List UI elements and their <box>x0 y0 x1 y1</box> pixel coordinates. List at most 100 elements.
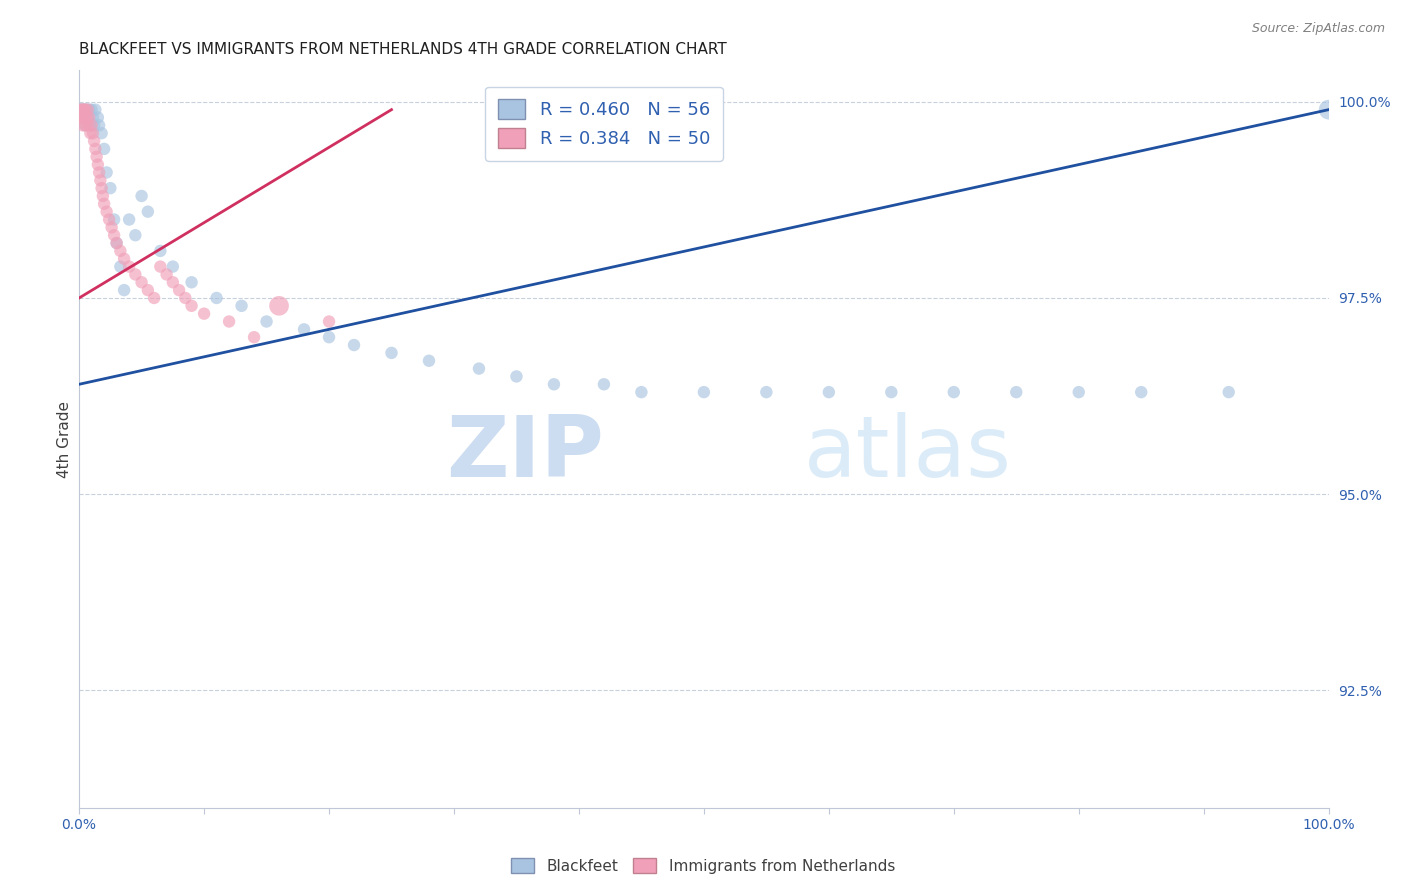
Point <box>76 111 98 125</box>
Point <box>593 377 616 392</box>
Point <box>83 134 105 148</box>
Point <box>105 235 128 250</box>
Point <box>110 244 132 258</box>
Point <box>87 165 110 179</box>
Point <box>84 142 107 156</box>
Point <box>818 385 841 400</box>
Point <box>112 283 135 297</box>
Point <box>292 322 315 336</box>
Text: BLACKFEET VS IMMIGRANTS FROM NETHERLANDS 4TH GRADE CORRELATION CHART: BLACKFEET VS IMMIGRANTS FROM NETHERLANDS… <box>79 42 727 57</box>
Point <box>180 275 202 289</box>
Point <box>543 377 565 392</box>
Point <box>75 103 97 117</box>
Point <box>1317 103 1340 117</box>
Point <box>75 119 97 133</box>
Point <box>84 103 107 117</box>
Text: Source: ZipAtlas.com: Source: ZipAtlas.com <box>1251 22 1385 36</box>
Text: atlas: atlas <box>804 412 1012 495</box>
Point <box>70 111 93 125</box>
Point <box>143 291 166 305</box>
Point <box>73 111 96 125</box>
Point <box>76 103 98 117</box>
Point <box>72 111 94 125</box>
Point <box>72 103 94 117</box>
Point <box>162 275 184 289</box>
Point <box>318 314 340 328</box>
Point <box>118 260 141 274</box>
Point <box>267 299 290 313</box>
Point <box>380 346 402 360</box>
Point <box>505 369 527 384</box>
Point <box>69 103 91 117</box>
Point <box>218 314 240 328</box>
Point <box>418 353 440 368</box>
Point <box>124 268 146 282</box>
Point <box>155 268 177 282</box>
Point <box>80 119 103 133</box>
Point <box>468 361 491 376</box>
Point <box>124 228 146 243</box>
Point <box>83 119 105 133</box>
Point <box>112 252 135 266</box>
Point <box>89 173 111 187</box>
Point <box>1005 385 1028 400</box>
Point <box>98 181 121 195</box>
Point <box>77 103 100 117</box>
Point <box>1067 385 1090 400</box>
Point <box>70 103 93 117</box>
Point <box>174 291 197 305</box>
Point <box>90 181 112 195</box>
Point <box>91 189 114 203</box>
Point <box>103 212 125 227</box>
Point <box>76 119 98 133</box>
Point <box>86 150 108 164</box>
Point <box>193 307 215 321</box>
Y-axis label: 4th Grade: 4th Grade <box>58 401 72 478</box>
Point <box>167 283 190 297</box>
Point <box>343 338 366 352</box>
Point <box>1130 385 1153 400</box>
Point <box>87 111 110 125</box>
Point <box>82 126 104 140</box>
Point <box>103 228 125 243</box>
Point <box>118 212 141 227</box>
Point <box>69 103 91 117</box>
Point <box>82 111 104 125</box>
Point <box>110 260 132 274</box>
Point <box>880 385 903 400</box>
Point <box>90 126 112 140</box>
Point <box>73 111 96 125</box>
Point <box>79 126 101 140</box>
Point <box>93 142 115 156</box>
Point <box>1218 385 1240 400</box>
Point <box>93 196 115 211</box>
Point <box>96 165 118 179</box>
Point <box>87 119 110 133</box>
Point <box>73 103 96 117</box>
Point <box>149 260 172 274</box>
Point <box>98 212 121 227</box>
Point <box>75 119 97 133</box>
Point <box>180 299 202 313</box>
Point <box>75 103 97 117</box>
Point <box>73 103 96 117</box>
Point <box>69 111 91 125</box>
Point <box>136 283 159 297</box>
Point <box>131 275 153 289</box>
Point <box>70 103 93 117</box>
Point <box>72 103 94 117</box>
Legend: R = 0.460   N = 56, R = 0.384   N = 50: R = 0.460 N = 56, R = 0.384 N = 50 <box>485 87 723 161</box>
Point <box>630 385 652 400</box>
Point <box>942 385 965 400</box>
Point <box>256 314 278 328</box>
Point <box>318 330 340 344</box>
Point <box>80 103 103 117</box>
Point <box>72 111 94 125</box>
Point <box>96 204 118 219</box>
Point <box>131 189 153 203</box>
Point <box>755 385 778 400</box>
Point <box>79 119 101 133</box>
Point <box>76 103 98 117</box>
Point <box>87 158 110 172</box>
Point <box>105 235 128 250</box>
